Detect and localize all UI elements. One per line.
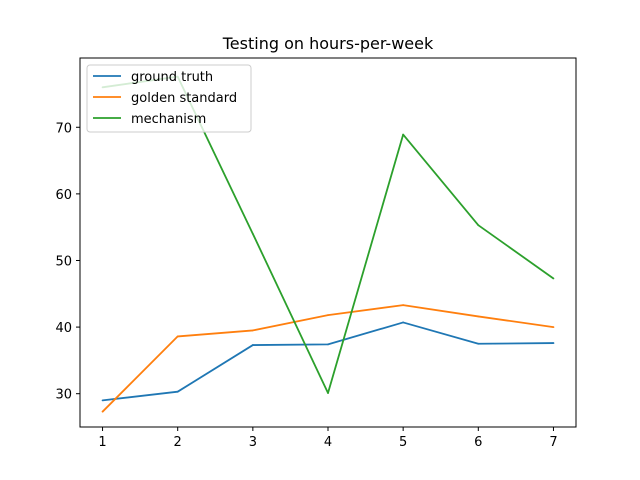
x-tick-label: 5	[399, 435, 407, 450]
data-point-golden-standard-4	[327, 314, 329, 316]
series-ground-truth	[101, 321, 555, 402]
x-tick-label: 2	[174, 435, 182, 450]
legend-label-golden-standard: golden standard	[131, 91, 237, 106]
data-point-mechanism-7	[552, 277, 555, 280]
data-point-golden-standard-1	[101, 410, 104, 413]
x-tick-label: 7	[549, 435, 557, 450]
legend-label-mechanism: mechanism	[131, 112, 206, 127]
data-point-golden-standard-7	[552, 326, 555, 328]
data-point-mechanism-4	[327, 392, 329, 394]
legend: ground truth golden standard mechanism	[86, 64, 252, 133]
data-point-mechanism-6	[477, 224, 480, 227]
x-tick-label: 6	[474, 435, 482, 450]
data-point-mechanism-5	[402, 133, 405, 136]
data-point-ground-truth-1	[101, 399, 104, 402]
data-point-ground-truth-4	[327, 343, 329, 346]
y-tick-label: 70	[55, 121, 72, 136]
data-point-ground-truth-6	[477, 342, 480, 345]
y-axis: 30 40 50 60 70	[55, 121, 80, 403]
chart-title: Testing on hours-per-week	[222, 34, 434, 53]
x-tick-label: 4	[324, 435, 332, 450]
data-point-golden-standard-5	[402, 304, 405, 307]
data-point-golden-standard-3	[251, 329, 254, 332]
legend-box	[86, 64, 252, 133]
y-tick-label: 30	[55, 388, 72, 403]
y-tick-label: 40	[55, 321, 72, 336]
x-axis: 1 2 3 4 5 6 7	[98, 427, 558, 450]
data-point-mechanism-3	[251, 232, 254, 235]
y-tick-label: 50	[55, 254, 72, 269]
data-point-ground-truth-5	[402, 321, 405, 324]
data-point-ground-truth-2	[176, 390, 179, 393]
data-point-golden-standard-2	[176, 335, 179, 338]
data-point-ground-truth-3	[251, 344, 254, 346]
y-tick-label: 60	[55, 188, 72, 203]
data-point-golden-standard-6	[477, 315, 480, 318]
series-golden-standard	[101, 304, 555, 413]
legend-label-ground-truth: ground truth	[131, 70, 213, 85]
x-tick-label: 3	[249, 435, 257, 450]
data-point-ground-truth-7	[552, 342, 555, 344]
x-tick-label: 1	[98, 435, 106, 450]
